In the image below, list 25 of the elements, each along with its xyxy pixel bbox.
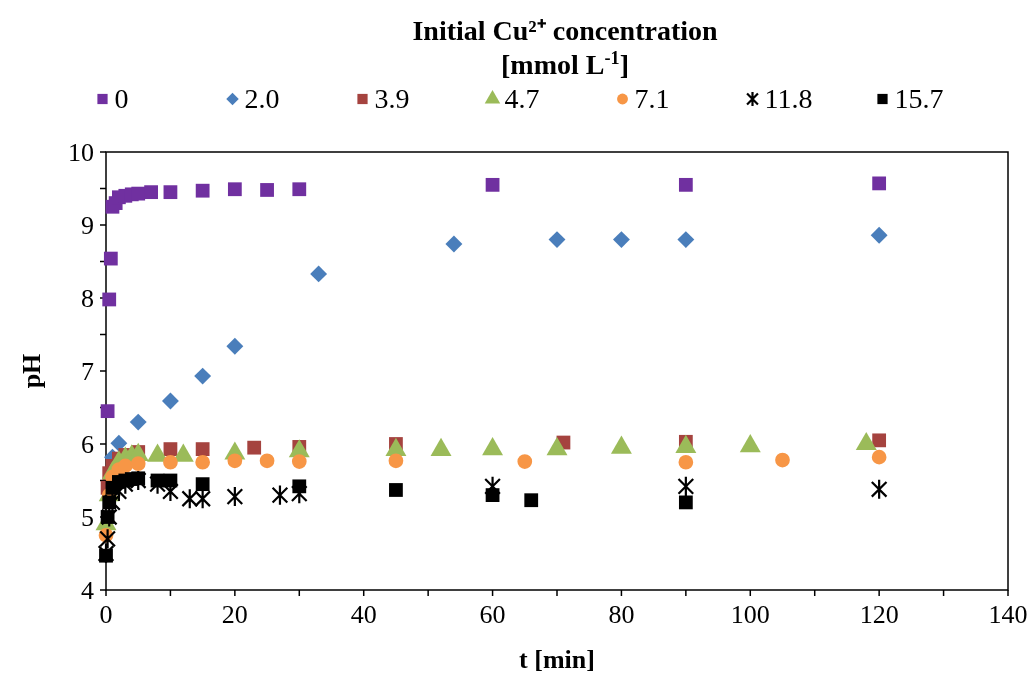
y-tick-label: 7 <box>81 357 94 386</box>
legend-label: 7.1 <box>634 83 670 114</box>
y-tick-label: 4 <box>81 576 94 605</box>
y-tick-label: 10 <box>68 138 94 167</box>
legend-title: Initial Cu²⁺ concentration [mmol L$^{-1}$] <box>412 15 719 80</box>
x-tick-label: 20 <box>221 600 248 629</box>
legend-label: 3.9 <box>374 83 410 114</box>
x-tick-label: 140 <box>988 600 1028 629</box>
y-tick-label: 8 <box>81 284 94 313</box>
x-axis-title: t [min] <box>519 645 595 674</box>
x-tick-label: 40 <box>350 600 377 629</box>
x-tick-label: 60 <box>479 600 506 629</box>
y-axis-title: pH <box>17 353 46 389</box>
legend-label: 0 <box>114 83 129 114</box>
y-tick-label: 9 <box>81 211 94 240</box>
y-tick-label: 6 <box>81 430 94 459</box>
x-tick-label: 100 <box>730 600 770 629</box>
x-tick-label: 80 <box>608 600 635 629</box>
legend-label: 15.7 <box>894 83 944 114</box>
legend-label: 2.0 <box>244 83 280 114</box>
x-tick-label: 120 <box>859 600 899 629</box>
x-tick-label: 0 <box>99 600 113 629</box>
legend-label: 11.8 <box>764 83 813 114</box>
y-tick-label: 5 <box>81 503 94 532</box>
legend-label: 4.7 <box>504 83 540 114</box>
